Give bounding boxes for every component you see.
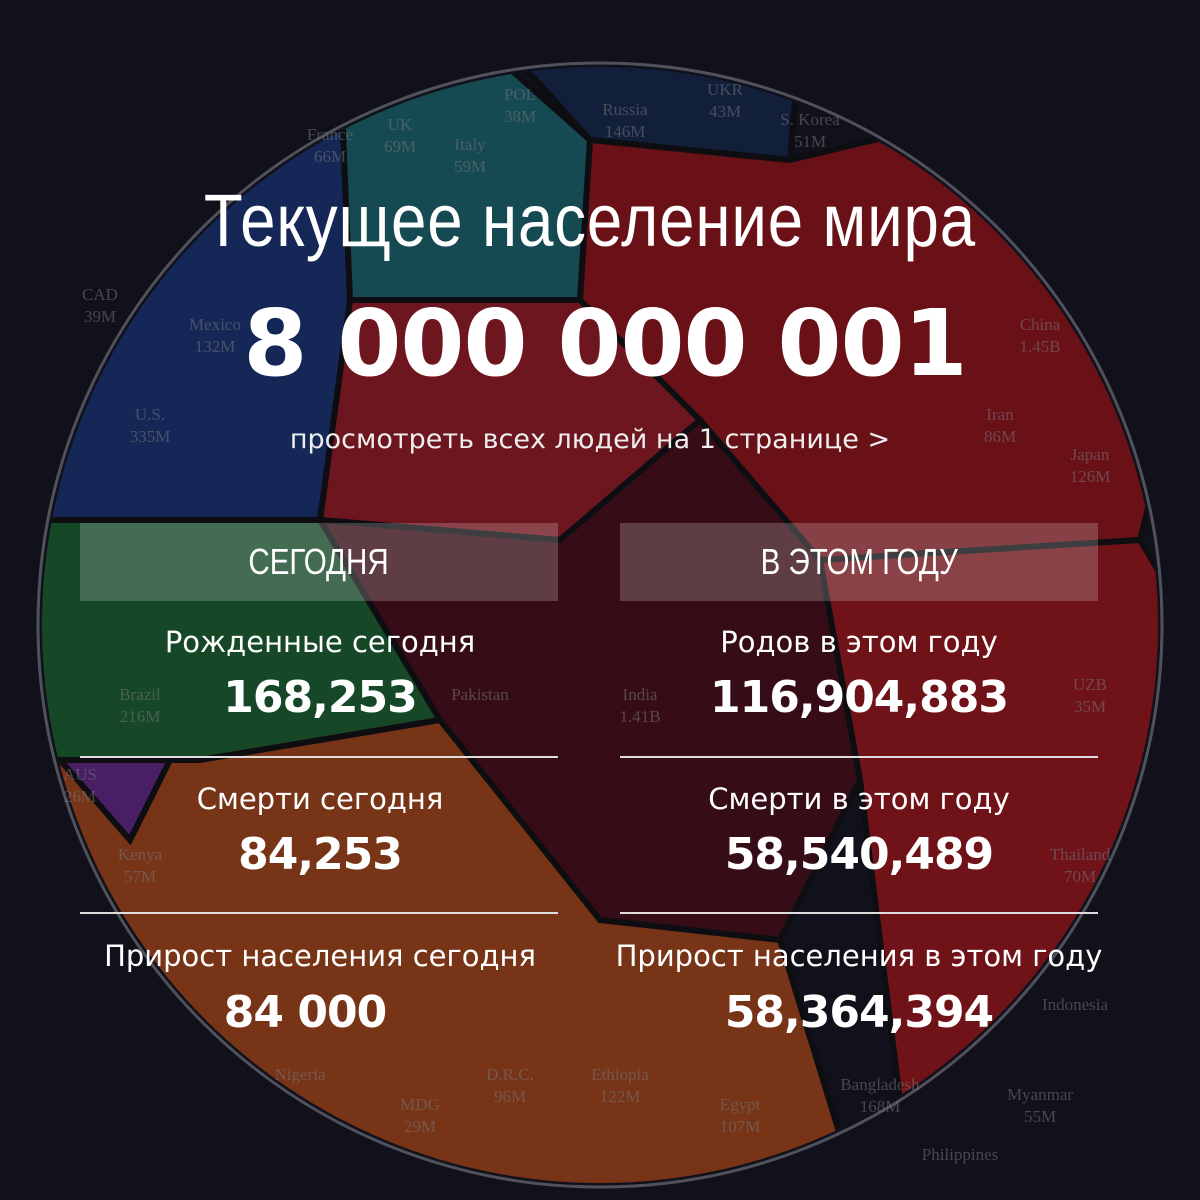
map-label-population: 96M [494,1087,526,1106]
map-label-population: 1.41B [619,707,660,726]
world-population-counter: 8 000 000 001 [243,290,967,397]
map-label: Iran [986,405,1014,424]
births-year-label: Родов в этом году [720,625,998,659]
map-label: Mexico [189,315,241,334]
map-label: Kenya [118,845,163,864]
map-label-population: 39M [84,307,116,326]
divider [80,756,558,758]
map-label: Egypt [720,1095,761,1114]
map-label: Pakistan [451,685,509,704]
deaths-today-label: Смерти сегодня [196,782,444,816]
map-label: Japan [1071,445,1110,464]
map-label-population: 168M [860,1097,901,1116]
map-label: D.R.C. [486,1065,534,1084]
map-label: POL [504,85,536,104]
map-label-population: 43M [709,102,741,121]
map-label: Russia [602,100,648,119]
map-label: Bangladesh [840,1075,920,1094]
map-label-population: 126M [1070,467,1111,486]
map-label: CAD [82,285,118,304]
births-year-value: 116,904,883 [710,672,1009,723]
map-label-population: 216M [120,707,161,726]
this-year-heading: В ЭТОМ ГОДУ [760,541,958,582]
map-label: MDG [400,1095,440,1114]
map-label-population: 122M [600,1087,641,1106]
divider [620,912,1098,914]
map-label: India [623,685,658,704]
map-label-population: 146M [605,122,646,141]
map-label: S. Korea [780,110,840,129]
births-today-label: Рожденные сегодня [164,625,476,659]
map-label-population: 1.45B [1019,337,1060,356]
this-year-header: В ЭТОМ ГОДУ [620,523,1098,601]
divider [620,756,1098,758]
page-title: Текущее население мира [203,179,977,262]
today-heading: СЕГОДНЯ [248,541,390,582]
map-label-population: 57M [124,867,156,886]
growth-year-label: Прирост населения в этом году [615,939,1103,973]
map-label: UZB [1073,675,1107,694]
deaths-year-value: 58,540,489 [724,829,994,880]
map-label-population: 107M [720,1117,761,1136]
map-label-population: 35M [1074,697,1106,716]
deaths-year-label: Смерти в этом году [708,782,1010,816]
map-label: Brazil [119,685,161,704]
map-label-population: 86M [984,427,1016,446]
map-label-population: 69M [384,137,416,156]
map-label-population: 26M [64,787,96,806]
growth-year-value: 58,364,394 [724,987,994,1038]
map-region-oceania [53,757,175,846]
map-label: Ethiopia [591,1065,649,1084]
map-label: Myanmar [1007,1085,1073,1104]
map-label: AUS [63,765,97,784]
map-label: Philippines [922,1145,999,1164]
view-all-people-link[interactable]: просмотреть всех людей на 1 странице > [289,424,891,455]
map-label-population: 55M [1024,1107,1056,1126]
map-label: UKR [707,80,744,99]
map-label-population: 70M [1064,867,1096,886]
births-today-value: 168,253 [223,672,417,723]
growth-today-label: Прирост населения сегодня [104,939,536,973]
map-label: Nigeria [275,1065,326,1084]
map-label: Italy [454,135,486,154]
map-label-population: 38M [504,107,536,126]
today-header: СЕГОДНЯ [80,523,558,601]
map-circle-outline [36,61,1164,1189]
map-label-population: 51M [794,132,826,151]
growth-today-value: 84 000 [223,987,387,1038]
map-label: Indonesia [1042,995,1109,1014]
map-label-population: 59M [454,157,486,176]
map-label: France [307,125,353,144]
map-label-population: 335M [130,427,171,446]
map-label: U.S. [135,405,165,424]
map-label: Thailand [1050,845,1111,864]
map-label-population: 66M [314,147,346,166]
map-label-population: 132M [195,337,236,356]
map-label: UK [388,115,413,134]
deaths-today-value: 84,253 [238,829,403,880]
divider [80,912,558,914]
map-label: China [1020,315,1061,334]
map-label-population: 29M [404,1117,436,1136]
